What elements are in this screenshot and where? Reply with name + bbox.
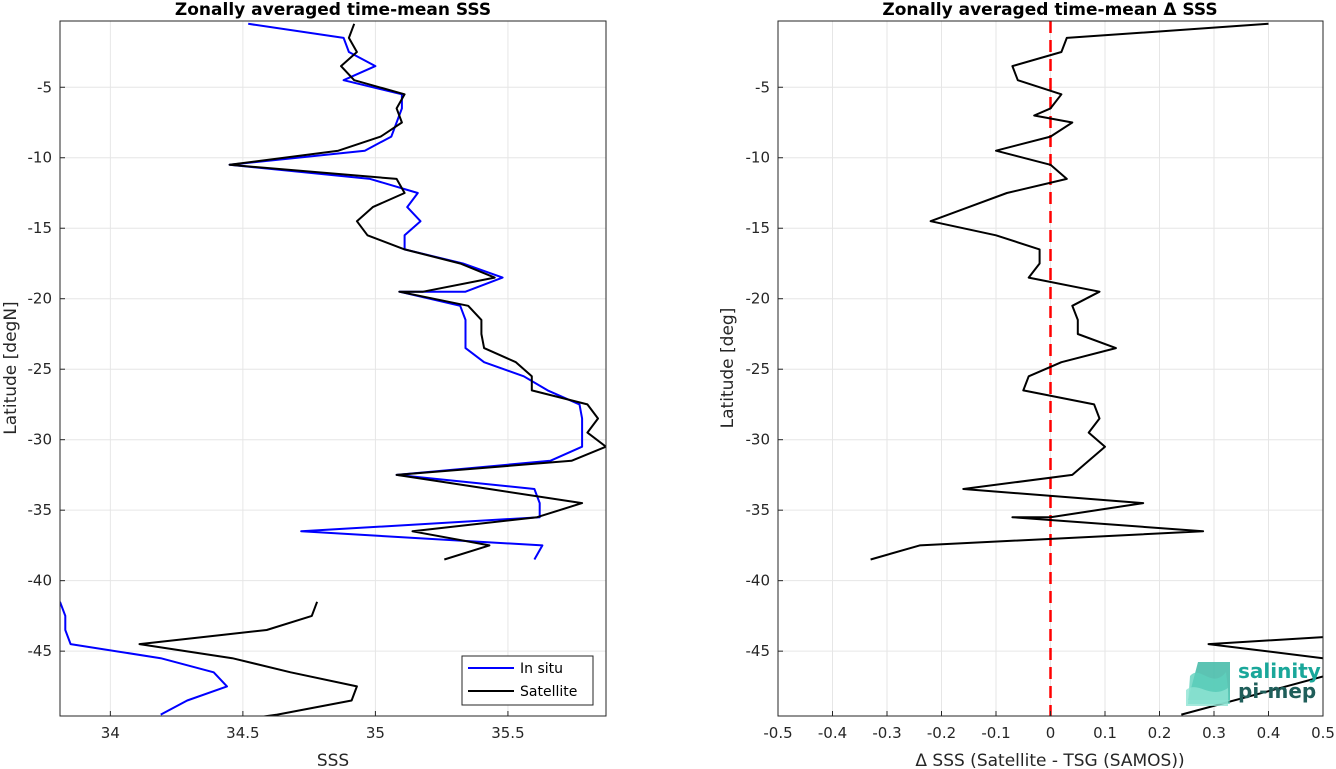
sss-series-group <box>60 22 606 716</box>
sss-satellite-line <box>138 601 358 716</box>
delta-tick-labels: -0.5 -0.4 -0.3 -0.2 -0.1 0 0.1 0.2 0.3 0.4 0.5 -5 -1… <box>746 78 1335 742</box>
delta-x-tick-label: 0 <box>1046 724 1056 742</box>
sss-chart-title: Zonally averaged time-mean SSS <box>175 0 491 20</box>
sss-tick-labels: 34 34.5 35 35.5 -5 -10 -15 -20 -25 -30 -35 -40 -45 <box>28 78 525 742</box>
delta-x-tick-label: -0.5 <box>763 724 792 742</box>
delta-chart-title: Zonally averaged time-mean Δ SSS <box>882 0 1217 20</box>
delta-y-tick-label: -30 <box>746 431 771 449</box>
delta-series-0-line <box>1181 675 1323 716</box>
delta-series-0-line <box>1207 636 1323 660</box>
delta-x-tick-label: 0.1 <box>1093 724 1117 742</box>
delta-y-tick-label: -5 <box>755 78 770 96</box>
sss-x-tick-label: 35.5 <box>491 724 524 742</box>
logo-line-2: pi-mep <box>1238 679 1316 703</box>
delta-y-axis-label: Latitude [deg] <box>718 308 738 429</box>
sss-y-tick-label: -15 <box>28 219 53 237</box>
delta-x-axis-label: Δ SSS (Satellite - TSG (SAMOS)) <box>915 751 1184 769</box>
delta-y-tick-label: -25 <box>746 360 771 378</box>
sss-panel: 34 34.5 35 35.5 -5 -10 -15 -20 -25 -30 -35 -40 -45 Z… <box>1 0 607 769</box>
sss-y-tick-label: -40 <box>28 572 53 590</box>
sss-x-axis-label: SSS <box>317 751 349 769</box>
delta-y-tick-label: -15 <box>746 219 771 237</box>
legend-box <box>461 655 594 706</box>
delta-x-tick-label: -0.3 <box>872 724 901 742</box>
sss-y-tick-label: -10 <box>28 149 53 167</box>
delta-sss-panel: -0.5 -0.4 -0.3 -0.2 -0.1 0 0.1 0.2 0.3 0.4 0.5 -5 -1… <box>718 0 1335 769</box>
delta-x-tick-label: -0.1 <box>981 724 1010 742</box>
legend-satellite-label: Satellite <box>520 684 577 700</box>
delta-x-tick-label: 0.2 <box>1148 724 1172 742</box>
salinity-pimep-logo: salinity pi-mep <box>1186 659 1321 706</box>
delta-x-tick-label: -0.4 <box>818 724 847 742</box>
sss-x-tick-label: 34.5 <box>226 724 259 742</box>
logo-line-1: salinity <box>1238 659 1321 683</box>
delta-y-tick-label: -40 <box>746 572 771 590</box>
delta-x-tick-label: 0.3 <box>1202 724 1226 742</box>
delta-x-tick-label: -0.2 <box>927 724 956 742</box>
sss-y-tick-label: -30 <box>28 431 53 449</box>
sss-grid <box>60 21 606 716</box>
legend: In situ Satellite <box>461 655 594 706</box>
delta-y-tick-label: -45 <box>746 642 771 660</box>
sss-y-tick-label: -35 <box>28 501 53 519</box>
sss-satellite-line <box>228 23 606 561</box>
delta-series-0-line <box>870 22 1269 561</box>
sss-axes-box <box>59 20 607 717</box>
sss-y-tick-label: -5 <box>37 78 52 96</box>
delta-series-group <box>870 21 1323 716</box>
sss-y-tick-label: -25 <box>28 360 53 378</box>
delta-y-tick-label: -35 <box>746 501 771 519</box>
delta-x-tick-label: 0.5 <box>1311 724 1335 742</box>
legend-in-situ-label: In situ <box>520 661 563 677</box>
sss-y-axis-label: Latitude [degN] <box>1 301 21 434</box>
sss-x-tick-label: 35 <box>366 724 385 742</box>
delta-y-tick-label: -20 <box>746 290 771 308</box>
delta-y-tick-label: -10 <box>746 149 771 167</box>
delta-x-tick-label: 0.4 <box>1257 724 1281 742</box>
sss-in-situ-line <box>60 601 228 716</box>
sss-plot-area <box>60 21 606 716</box>
sss-x-tick-label: 34 <box>101 724 120 742</box>
sss-y-tick-label: -45 <box>28 642 53 660</box>
sss-y-tick-label: -20 <box>28 290 53 308</box>
logo-wave-icon <box>1186 662 1230 706</box>
